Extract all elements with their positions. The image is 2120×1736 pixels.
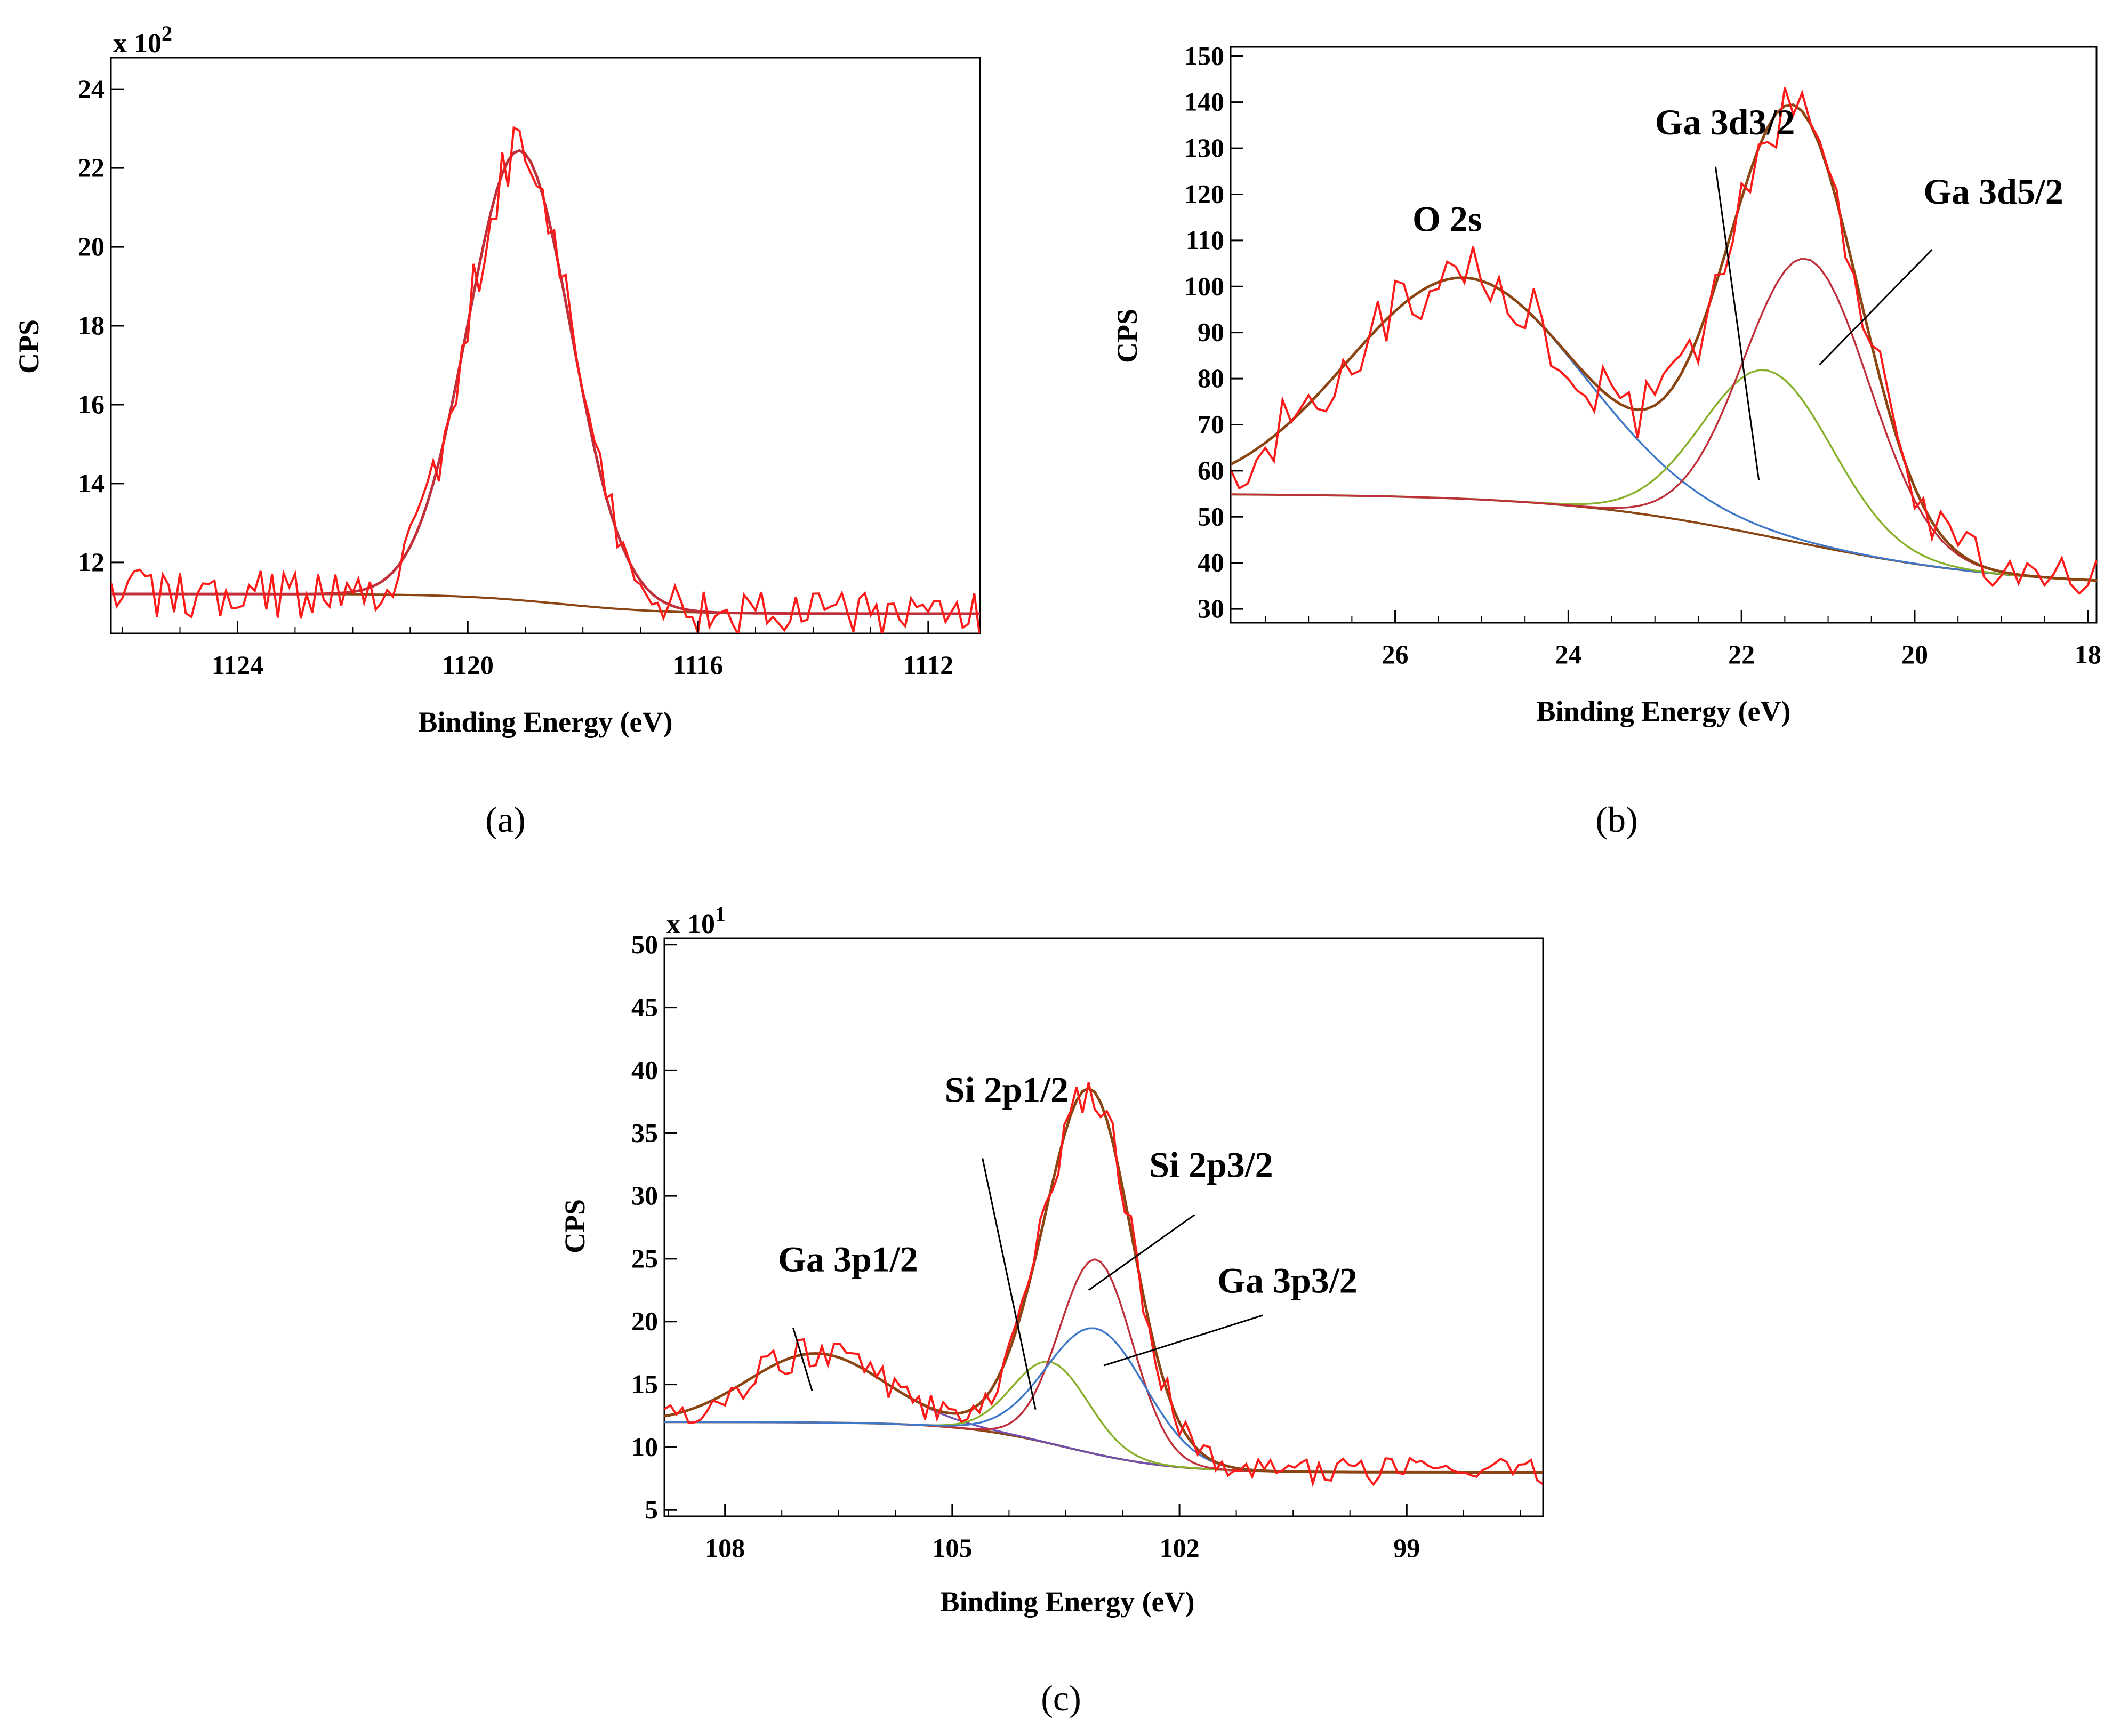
y-tick-label: 30 xyxy=(1198,593,1224,623)
y-tick-label: 150 xyxy=(1184,41,1224,70)
y-tick-label: 50 xyxy=(1198,501,1224,531)
y-tick-label: 25 xyxy=(631,1243,658,1273)
y-tick-label: 50 xyxy=(631,929,658,959)
x-tick-label: 22 xyxy=(1728,639,1755,669)
y-tick-label: 35 xyxy=(631,1118,658,1147)
y-tick-label: 70 xyxy=(1198,409,1224,439)
panel-caption: (a) xyxy=(485,799,525,840)
leader-line xyxy=(1714,166,1760,480)
y-tick-label: 20 xyxy=(78,231,105,261)
raw-data-line xyxy=(664,1082,1543,1488)
y-axis-title: CPS xyxy=(559,1199,591,1253)
y-tick-label: 12 xyxy=(78,547,105,577)
plot-frame xyxy=(1230,46,2098,624)
peak-label: Si 2p1/2 xyxy=(945,1069,1069,1110)
x-tick-label: 105 xyxy=(932,1533,972,1563)
series-ga-3p1-2 xyxy=(664,1352,1543,1474)
plot-frame xyxy=(110,57,981,634)
x-tick-label: 26 xyxy=(1382,639,1409,669)
y-tick-label: 45 xyxy=(631,992,658,1022)
y-tick-label: 16 xyxy=(78,389,105,419)
y-tick-label: 40 xyxy=(1198,548,1224,577)
y-tick-label: 90 xyxy=(1198,317,1224,347)
y-tick-label: 15 xyxy=(631,1369,658,1399)
peak-label: Ga 3d3/2 xyxy=(1655,102,1795,142)
x-tick-label: 18 xyxy=(2075,639,2101,669)
x-tick-label: 24 xyxy=(1555,639,1581,669)
y-axis-title: CPS xyxy=(1111,309,1143,363)
x-axis-title: Binding Energy (eV) xyxy=(1536,695,1790,727)
y-tick-label: 30 xyxy=(631,1180,658,1210)
x-tick-label: 20 xyxy=(1901,639,1928,669)
plot-frame xyxy=(663,937,1544,1517)
y-tick-label: 120 xyxy=(1184,179,1224,208)
panel-caption: (c) xyxy=(1041,1678,1081,1718)
series-si-2p3-2 xyxy=(664,1258,1543,1474)
x-tick-label: 99 xyxy=(1393,1533,1420,1563)
chart-a: 1124 1120 1116 1112 12 14 16 18 20 22 24 x 102 Bin… xyxy=(13,21,981,840)
background-line xyxy=(111,593,980,615)
y-tick-label: 10 xyxy=(631,1432,658,1461)
raw-data-line xyxy=(111,126,980,633)
leader-line xyxy=(1103,1314,1263,1367)
chart-b: 26 24 22 20 18 30 40 50 60 70 80 90 100 110 120 130 140 1… xyxy=(1111,41,2101,840)
x-tick-label: 108 xyxy=(705,1533,745,1563)
y-tick-label: 5 xyxy=(645,1494,658,1524)
y-tick-label: 40 xyxy=(631,1055,658,1084)
x-tick-label: 102 xyxy=(1160,1533,1200,1563)
series-envelope xyxy=(1231,103,2097,582)
y-axis-title: CPS xyxy=(13,319,45,374)
series-ga-3d5-2 xyxy=(1231,257,2097,582)
y-tick-label: 60 xyxy=(1198,455,1224,485)
leader-line xyxy=(982,1158,1037,1410)
chart-c: 108 105 102 99 5 10 15 20 25 30 35 40 45 50 Ga 3p1/2 S… xyxy=(559,902,1544,1718)
series-o-2s xyxy=(1231,277,2097,582)
series-fit xyxy=(111,149,980,615)
background-line xyxy=(1231,493,2097,582)
panel-caption: (b) xyxy=(1595,799,1637,840)
y-tick-label: 80 xyxy=(1198,363,1224,393)
y-tick-label: 20 xyxy=(631,1306,658,1336)
y-multiplier: x 101 xyxy=(666,902,726,939)
leader-line xyxy=(1819,249,1933,366)
x-tick-label: 1120 xyxy=(442,650,494,680)
leader-line xyxy=(792,1328,813,1391)
peak-label: Si 2p3/2 xyxy=(1149,1145,1273,1185)
x-tick-label: 1124 xyxy=(212,650,263,680)
y-tick-label: 140 xyxy=(1184,87,1224,117)
y-tick-label: 14 xyxy=(78,468,105,498)
y-tick-label: 18 xyxy=(78,310,105,340)
y-tick-label: 24 xyxy=(78,74,105,103)
x-axis-title: Binding Energy (eV) xyxy=(418,706,672,738)
y-tick-label: 22 xyxy=(78,152,105,182)
raw-data-line xyxy=(1231,87,2097,596)
peak-label: Ga 3p1/2 xyxy=(778,1239,918,1279)
x-axis-title: Binding Energy (eV) xyxy=(940,1586,1194,1618)
y-tick-label: 110 xyxy=(1186,225,1224,255)
y-multiplier: x 102 xyxy=(113,21,172,59)
x-tick-label: 1112 xyxy=(903,650,953,680)
peak-label: Ga 3d5/2 xyxy=(1923,171,2063,212)
x-tick-label: 1116 xyxy=(673,650,723,680)
series-ga-3d3-2 xyxy=(1231,369,2097,582)
peak-label: Ga 3p3/2 xyxy=(1217,1260,1358,1301)
background-line xyxy=(664,1421,1543,1474)
y-tick-label: 130 xyxy=(1184,133,1224,163)
peak-label: O 2s xyxy=(1412,199,1482,239)
y-tick-label: 100 xyxy=(1184,271,1224,301)
leader-line xyxy=(1088,1214,1195,1291)
